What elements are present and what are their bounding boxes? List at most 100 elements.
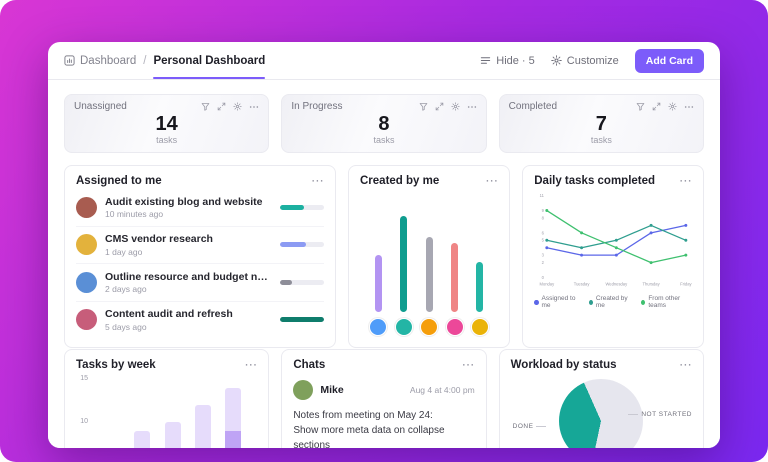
workload-pie-chart: DONE NOT STARTED bbox=[511, 371, 692, 448]
stacked-bar bbox=[194, 405, 211, 448]
stat-card: Unassigned 14 tasks bbox=[64, 94, 270, 153]
task-row[interactable]: Audit existing blog and website 10 minute… bbox=[76, 189, 324, 226]
created-by-me-bar-chart bbox=[360, 187, 498, 338]
settings-icon[interactable] bbox=[451, 102, 460, 111]
hide-button[interactable]: Hide · 5 bbox=[480, 55, 535, 67]
expand-icon[interactable] bbox=[435, 102, 444, 111]
avatar bbox=[394, 318, 413, 336]
tasks-by-week-chart: 51015 bbox=[76, 375, 257, 448]
x-tick-label: Wednesday bbox=[606, 281, 629, 286]
more-icon[interactable]: ⋯ bbox=[244, 357, 258, 373]
legend-item: Created by me bbox=[588, 295, 632, 309]
bar-segment bbox=[134, 431, 151, 448]
avatar bbox=[470, 318, 489, 336]
data-point bbox=[545, 246, 549, 250]
vertical-bar bbox=[451, 243, 458, 312]
breadcrumb-dashboard[interactable]: Dashboard bbox=[64, 55, 136, 67]
daily-card-title: Daily tasks completed bbox=[534, 175, 656, 187]
dashboard-content: Unassigned 14 tasks In Progress 8 tasks Comple… bbox=[48, 80, 720, 448]
task-row[interactable]: Outline resource and budget needs 2 days … bbox=[76, 263, 324, 301]
add-card-button[interactable]: Add Card bbox=[634, 48, 704, 73]
data-point bbox=[684, 238, 688, 242]
line-series bbox=[546, 224, 687, 249]
settings-icon[interactable] bbox=[668, 102, 677, 111]
dashboard-window: Dashboard / Personal Dashboard Hide · 5 bbox=[48, 42, 720, 448]
filter-icon[interactable] bbox=[419, 102, 428, 111]
vertical-bar bbox=[374, 255, 382, 312]
top-bar: Dashboard / Personal Dashboard Hide · 5 bbox=[48, 42, 720, 80]
task-row[interactable]: CMS vendor research 1 day ago bbox=[76, 225, 324, 264]
bar-column bbox=[394, 216, 413, 336]
more-icon[interactable]: ⋯ bbox=[485, 173, 499, 189]
settings-icon[interactable] bbox=[233, 102, 242, 111]
task-timestamp: 5 days ago bbox=[105, 321, 147, 332]
y-tick-label: 3 bbox=[542, 253, 545, 258]
avatar bbox=[76, 234, 97, 256]
x-tick-label: Tuesday bbox=[574, 281, 591, 286]
data-point bbox=[684, 253, 688, 257]
avatar bbox=[420, 318, 439, 336]
stats-row: Unassigned 14 tasks In Progress 8 tasks Comple… bbox=[64, 94, 704, 153]
more-icon[interactable] bbox=[467, 102, 477, 112]
data-point bbox=[580, 231, 584, 235]
created-card-title: Created by me bbox=[360, 175, 440, 187]
expand-icon[interactable] bbox=[652, 102, 661, 111]
y-tick-label: 8 bbox=[542, 215, 545, 220]
stat-card-value: 7 bbox=[595, 113, 607, 135]
daily-line-chart: 0 2 3 5 6 8 9 11 Monday Tuesday Wednesday Thursday F… bbox=[540, 193, 692, 286]
x-tick-label: Monday bbox=[540, 281, 556, 286]
stat-card: Completed 7 tasks bbox=[498, 94, 704, 153]
task-timestamp: 2 days ago bbox=[105, 284, 147, 294]
progress-bar bbox=[280, 242, 324, 248]
legend-item: From other teams bbox=[641, 295, 692, 309]
stat-card: In Progress 8 tasks bbox=[281, 94, 487, 153]
y-tick-label: 6 bbox=[542, 230, 545, 235]
chat-line-2: Show more meta data on collapse sections bbox=[293, 425, 445, 448]
page-title: Personal Dashboard bbox=[153, 42, 265, 79]
progress-bar bbox=[280, 317, 324, 323]
middle-row: Assigned to me ⋯ Audit existing blog and… bbox=[64, 165, 704, 348]
chats-card-title: Chats bbox=[293, 359, 326, 371]
legend-dot bbox=[641, 299, 646, 305]
expand-icon[interactable] bbox=[217, 102, 226, 111]
data-point bbox=[545, 238, 549, 242]
workload-by-status-card: Workload by status ⋯ DONE NOT STARTED bbox=[498, 349, 704, 448]
data-point bbox=[615, 238, 619, 242]
stat-card-unit: tasks bbox=[156, 135, 178, 145]
stacked-bar bbox=[164, 422, 181, 448]
task-row[interactable]: Content audit and refresh 5 days ago bbox=[76, 300, 324, 339]
x-tick-label: Thursday bbox=[643, 281, 661, 286]
stat-card-label: Completed bbox=[508, 101, 558, 112]
y-tick-label: 10 bbox=[80, 418, 88, 426]
avatar bbox=[76, 271, 97, 293]
vertical-bar bbox=[425, 237, 433, 312]
more-icon[interactable]: ⋯ bbox=[311, 173, 324, 189]
chat-body: Notes from meeting on May 24: Show more … bbox=[293, 408, 474, 448]
avatar bbox=[76, 309, 97, 331]
chat-author: Mike bbox=[320, 384, 344, 396]
bar-segment bbox=[225, 431, 242, 448]
filter-icon[interactable] bbox=[201, 102, 210, 111]
stat-card-unit: tasks bbox=[373, 135, 395, 145]
stat-card-value: 8 bbox=[378, 113, 390, 135]
more-icon[interactable]: ⋯ bbox=[461, 357, 475, 373]
customize-button[interactable]: Customize bbox=[551, 55, 619, 67]
y-axis: 51015 bbox=[76, 375, 90, 448]
y-tick-label: 9 bbox=[542, 208, 545, 213]
more-icon[interactable] bbox=[684, 102, 694, 112]
more-icon[interactable]: ⋯ bbox=[678, 357, 692, 373]
task-title: Audit existing blog and website bbox=[105, 195, 263, 208]
y-tick-label: 5 bbox=[542, 238, 545, 243]
breadcrumb-separator: / bbox=[143, 54, 147, 67]
chat-message[interactable]: Mike Aug 4 at 4:00 pm Notes from meeting… bbox=[293, 380, 475, 448]
breadcrumb: Dashboard / Personal Dashboard bbox=[64, 42, 265, 79]
task-timestamp: 1 day ago bbox=[105, 246, 143, 257]
avatar bbox=[293, 380, 314, 400]
data-point bbox=[580, 246, 584, 250]
assigned-to-me-card: Assigned to me ⋯ Audit existing blog and… bbox=[64, 165, 336, 348]
filter-icon[interactable] bbox=[636, 102, 645, 111]
y-tick-label: 11 bbox=[540, 193, 545, 198]
more-icon[interactable]: ⋯ bbox=[679, 173, 692, 189]
more-icon[interactable] bbox=[249, 102, 259, 112]
